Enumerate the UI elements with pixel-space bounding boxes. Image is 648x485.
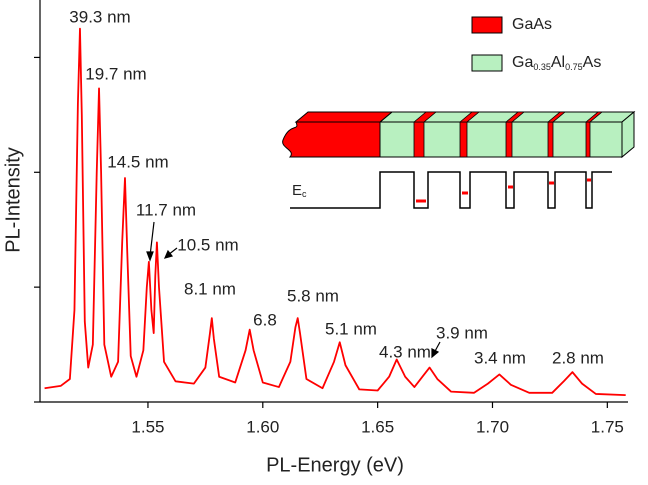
peak-annotation: 14.5 nm xyxy=(107,152,168,171)
legend-label: GaAs xyxy=(512,16,552,33)
peak-annotation: 4.3 nm xyxy=(379,342,431,361)
legend-swatch xyxy=(471,54,503,72)
legend-label-part: Al xyxy=(551,54,565,71)
legend-label: Ga0.35Al0.75As xyxy=(512,54,601,72)
peak-annotation: 10.5 nm xyxy=(177,235,238,254)
annotation-arrows xyxy=(146,221,441,359)
band-label-sub: c xyxy=(302,189,307,199)
legend-label-part: As xyxy=(583,54,602,71)
peak-annotation: 11.7 nm xyxy=(136,200,196,219)
legend-label-part: GaAs xyxy=(512,16,552,33)
x-tick-label: 1.75 xyxy=(591,417,624,436)
peak-annotation: 2.8 nm xyxy=(552,348,604,367)
peak-annotation: 5.8 nm xyxy=(287,286,339,305)
peak-annotation: 6.8 xyxy=(253,310,277,329)
peak-annotation: 5.1 nm xyxy=(325,319,377,338)
legend-label-part: Ga xyxy=(512,54,533,71)
inset-gaas xyxy=(282,121,381,158)
y-axis-label: PL-Intensity xyxy=(2,147,24,253)
peak-annotation: 3.9 nm xyxy=(436,323,488,342)
x-tick-label: 1.65 xyxy=(361,417,394,436)
band-label-main: E xyxy=(292,182,302,199)
band-label: Ec xyxy=(292,182,307,199)
x-axis-label: PL-Energy (eV) xyxy=(266,454,404,476)
x-tick-label: 1.55 xyxy=(131,417,164,436)
x-tick-label: 1.70 xyxy=(476,417,509,436)
legend-swatch xyxy=(471,16,503,34)
inset-gaas-top xyxy=(294,111,394,123)
peak-annotation: 39.3 nm xyxy=(69,7,130,26)
legend-label-sub: 0.35 xyxy=(533,62,551,72)
legend-label-sub: 0.75 xyxy=(565,62,583,72)
peak-annotation: 3.4 nm xyxy=(474,348,526,367)
peak-annotation: 19.7 nm xyxy=(85,64,146,83)
peak-annotation: 8.1 nm xyxy=(184,279,236,298)
x-tick-label: 1.60 xyxy=(246,417,279,436)
spectrum-line xyxy=(44,27,626,397)
